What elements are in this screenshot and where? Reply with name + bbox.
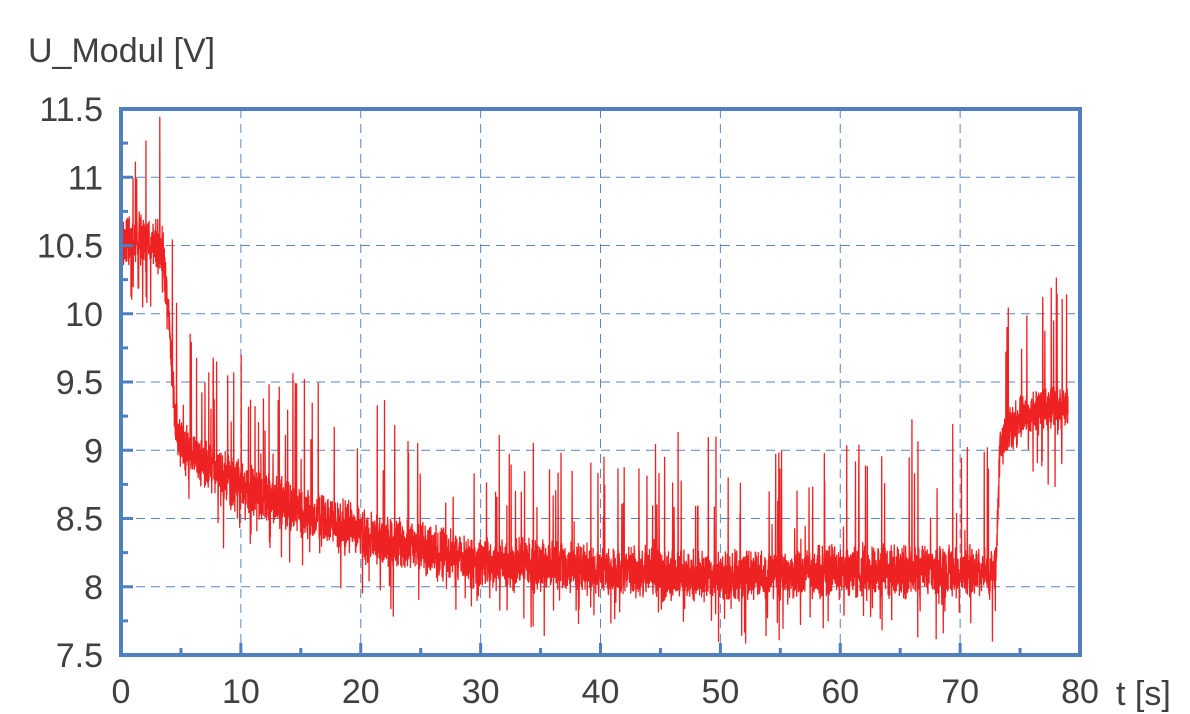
y-tick-label: 7.5	[56, 637, 103, 675]
series-layer	[120, 116, 1069, 644]
y-tick-label: 10.5	[37, 228, 103, 266]
y-tick-label: 11	[68, 159, 103, 197]
x-tick-label: 30	[462, 673, 500, 711]
x-axis-label: t [s]	[1116, 675, 1171, 713]
x-tick-label: 50	[701, 673, 739, 711]
x-tick-label: 80	[1061, 673, 1099, 711]
y-axis-label: U_Modul [V]	[28, 32, 215, 70]
y-tick-label: 9	[84, 432, 103, 470]
x-tick-label: 60	[821, 673, 859, 711]
y-tick-label: 8	[84, 569, 103, 607]
y-tick-label: 9.5	[56, 364, 103, 402]
y-tick-label: 11.5	[39, 91, 103, 129]
tick-labels: 0 10 20 30 40 50 60 70 80 7.5 8 8.5 9 9.5 10 10.5 11 11.5	[37, 91, 1099, 711]
x-tick-label: 20	[342, 673, 380, 711]
y-tick-label: 8.5	[56, 501, 103, 539]
x-tick-label: 10	[222, 673, 260, 711]
y-tick-label: 10	[65, 296, 103, 334]
voltage-series-line	[120, 116, 1069, 644]
tick-marks	[119, 107, 1082, 657]
x-tick-label: 0	[112, 673, 131, 711]
x-tick-label: 70	[941, 673, 979, 711]
x-tick-label: 40	[582, 673, 620, 711]
